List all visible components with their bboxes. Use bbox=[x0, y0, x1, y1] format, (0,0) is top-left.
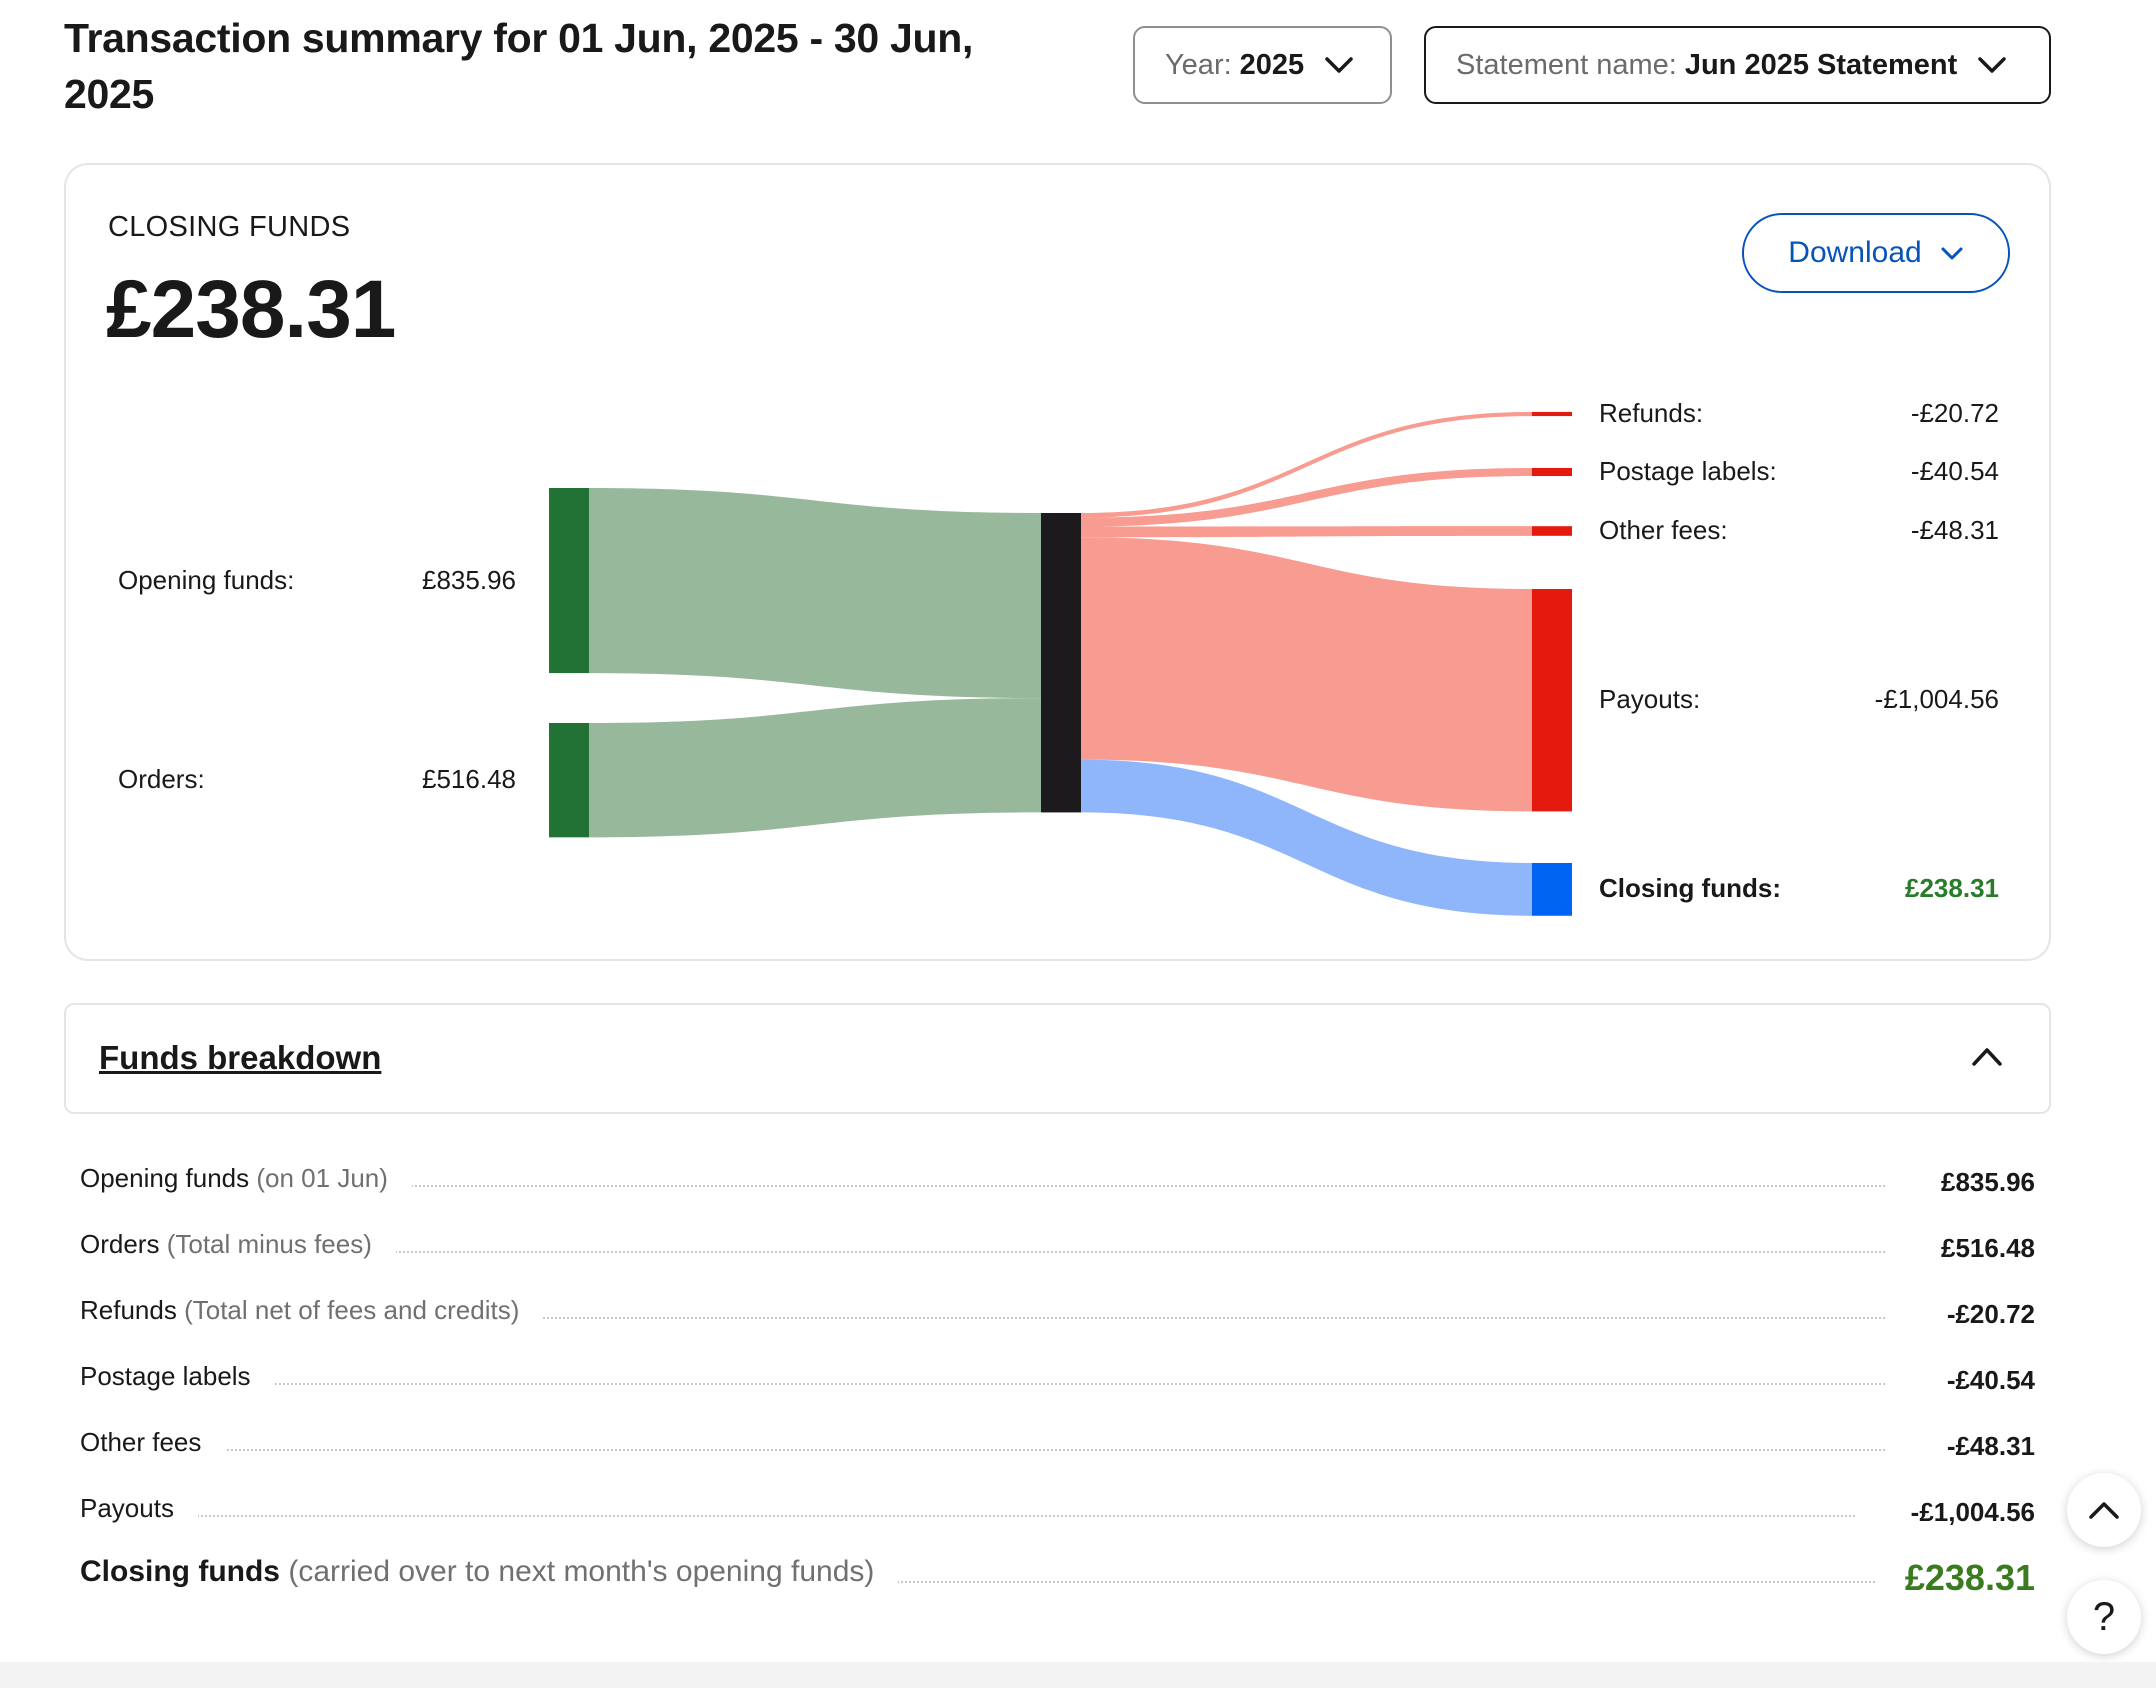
help-icon: ? bbox=[2092, 1594, 2116, 1639]
row-label: Orders bbox=[80, 1229, 160, 1259]
row-value: -£48.31 bbox=[1922, 1431, 2035, 1462]
closing-funds-card: CLOSING FUNDS £238.31 Download Opening f… bbox=[64, 163, 2051, 961]
sankey-node-target bbox=[1532, 863, 1572, 916]
sankey-target-value: £238.31 bbox=[1905, 873, 1999, 904]
closing-funds-label: CLOSING FUNDS bbox=[108, 211, 351, 243]
row-note: (Total net of fees and credits) bbox=[184, 1295, 520, 1325]
row-label: Postage labels bbox=[80, 1361, 251, 1391]
statement-select[interactable]: Statement name: Jun 2025 Statement bbox=[1424, 26, 2051, 104]
sankey-target-value: -£1,004.56 bbox=[1874, 684, 1999, 715]
help-button[interactable]: ? bbox=[2067, 1580, 2141, 1654]
row-label: Refunds bbox=[80, 1295, 177, 1325]
statement-select-label: Statement name: bbox=[1456, 48, 1677, 81]
breakdown-row-other-fees: Other fees -£48.31 bbox=[80, 1427, 2035, 1477]
download-button[interactable]: Download bbox=[1742, 213, 2010, 293]
row-value: -£20.72 bbox=[1922, 1299, 2035, 1330]
chevron-down-icon bbox=[1941, 247, 1963, 259]
sankey-target-value: -£48.31 bbox=[1910, 515, 1999, 545]
download-button-label: Download bbox=[1788, 236, 1922, 269]
sankey-link-outflow bbox=[1081, 411, 1532, 518]
sankey-chart bbox=[549, 411, 1572, 916]
breakdown-row-opening: Opening funds (on 01 Jun) £835.96 bbox=[80, 1163, 2035, 1213]
year-select-label: Year: bbox=[1165, 48, 1232, 81]
sankey-link-inflow bbox=[589, 488, 1041, 699]
scroll-to-top-button[interactable] bbox=[2067, 1473, 2141, 1547]
breakdown-row-postage: Postage labels -£40.54 bbox=[80, 1361, 2035, 1411]
sankey-target-label: Closing funds: bbox=[1599, 873, 1781, 904]
closing-funds-amount: £238.31 bbox=[106, 264, 396, 355]
sankey-link-outflow bbox=[1081, 467, 1532, 527]
row-note: (Total minus fees) bbox=[166, 1229, 372, 1259]
funds-breakdown-toggle[interactable]: Funds breakdown bbox=[64, 1003, 2051, 1114]
row-value: £835.96 bbox=[1917, 1167, 2035, 1198]
sankey-target-value: -£40.54 bbox=[1910, 456, 1999, 486]
sankey-node-target bbox=[1532, 411, 1572, 417]
sankey-node-target bbox=[1532, 589, 1572, 812]
row-value: -£1,004.56 bbox=[1886, 1497, 2035, 1528]
dotted-leader bbox=[80, 1185, 1885, 1187]
sankey-target-label: Payouts: bbox=[1599, 684, 1701, 715]
dotted-leader bbox=[80, 1251, 1885, 1253]
row-note: (carried over to next month's opening fu… bbox=[288, 1555, 875, 1588]
dotted-leader bbox=[80, 1515, 1855, 1517]
row-value: £238.31 bbox=[1880, 1557, 2035, 1599]
sankey-source-label: Orders: bbox=[118, 764, 205, 795]
breakdown-row-closing: Closing funds (carried over to next mont… bbox=[80, 1555, 2035, 1605]
breakdown-row-orders: Orders (Total minus fees) £516.48 bbox=[80, 1229, 2035, 1279]
statement-select-value: Jun 2025 Statement bbox=[1684, 48, 1958, 81]
sankey-source-value: £516.48 bbox=[422, 764, 516, 795]
page-title: Transaction summary for 01 Jun, 2025 - 3… bbox=[64, 15, 974, 117]
dotted-leader bbox=[80, 1581, 1875, 1583]
sankey-node-middle bbox=[1041, 513, 1081, 813]
page-bottom-edge bbox=[0, 1662, 2156, 1688]
sankey-source-value: £835.96 bbox=[422, 564, 516, 595]
dotted-leader bbox=[80, 1383, 1885, 1385]
sankey-target-label: Other fees: bbox=[1599, 515, 1728, 545]
sankey-target-label: Refunds: bbox=[1599, 398, 1704, 428]
sankey-link-outflow bbox=[1081, 537, 1532, 812]
sankey-link-inflow bbox=[589, 698, 1041, 838]
row-value: -£40.54 bbox=[1922, 1365, 2035, 1396]
sankey-link-outflow bbox=[1081, 526, 1532, 538]
row-label: Payouts bbox=[80, 1493, 174, 1523]
breakdown-row-payouts: Payouts -£1,004.56 bbox=[80, 1493, 2035, 1543]
dotted-leader bbox=[80, 1317, 1885, 1319]
sankey-source-label: Opening funds: bbox=[118, 564, 295, 595]
breakdown-row-refunds: Refunds (Total net of fees and credits) … bbox=[80, 1295, 2035, 1345]
row-value: £516.48 bbox=[1917, 1233, 2035, 1264]
funds-breakdown-title: Funds breakdown bbox=[99, 1039, 382, 1076]
row-label: Closing funds bbox=[80, 1555, 280, 1588]
sankey-node-source bbox=[549, 488, 589, 674]
sankey-node-source bbox=[549, 723, 589, 838]
sankey-link-outflow bbox=[1081, 759, 1532, 916]
sankey-node-target bbox=[1532, 526, 1572, 536]
year-select-value: 2025 bbox=[1239, 48, 1305, 81]
sankey-node-target bbox=[1532, 467, 1572, 477]
sankey-target-label: Postage labels: bbox=[1599, 456, 1777, 486]
dotted-leader bbox=[80, 1449, 1885, 1451]
chevron-up-icon bbox=[1972, 1048, 2002, 1066]
row-label: Other fees bbox=[80, 1427, 202, 1457]
chevron-down-icon bbox=[1325, 57, 1353, 73]
chevron-up-icon bbox=[2089, 1502, 2119, 1519]
row-label: Opening funds bbox=[80, 1163, 250, 1193]
sankey-target-value: -£20.72 bbox=[1910, 398, 1999, 428]
year-select[interactable]: Year: 2025 bbox=[1133, 26, 1392, 104]
chevron-down-icon bbox=[1978, 57, 2006, 73]
row-note: (on 01 Jun) bbox=[256, 1163, 388, 1193]
